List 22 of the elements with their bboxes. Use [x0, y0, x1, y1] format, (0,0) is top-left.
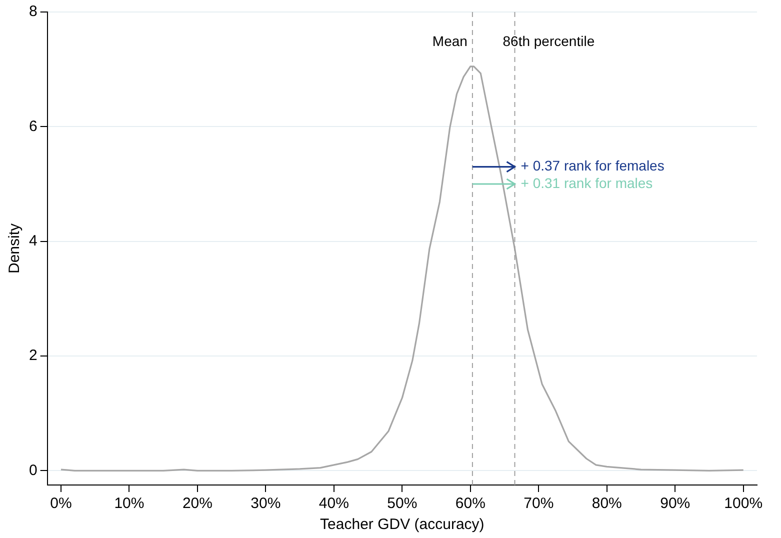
x-tick-label: 70% [524, 495, 554, 512]
annotation: + 0.31 rank for males [520, 174, 653, 191]
y-tick-label: 0 [29, 462, 38, 479]
x-tick-label: 20% [182, 495, 212, 512]
x-tick-label: 90% [660, 495, 690, 512]
x-tick-label: 80% [592, 495, 622, 512]
x-tick-label: 10% [114, 495, 144, 512]
ref-line-label: Mean [432, 33, 468, 50]
x-tick-label: 40% [318, 495, 349, 512]
annotation: + 0.37 rank for females [520, 158, 664, 174]
y-tick-label: 2 [29, 347, 38, 364]
y-tick-label: 8 [29, 3, 38, 20]
x-tick-label: 0% [50, 495, 72, 512]
x-tick-label: 30% [250, 495, 281, 512]
ref-line-label: 86th percentile [502, 33, 595, 50]
x-tick-label: 60% [455, 495, 486, 512]
y-axis-title: Density [6, 223, 24, 274]
x-tick-label: 50% [387, 495, 418, 512]
x-tick-label: 100% [724, 495, 763, 512]
x-axis-title: Teacher GDV (accuracy) [320, 516, 484, 534]
y-tick-label: 6 [29, 118, 38, 135]
y-tick-label: 4 [29, 232, 38, 250]
